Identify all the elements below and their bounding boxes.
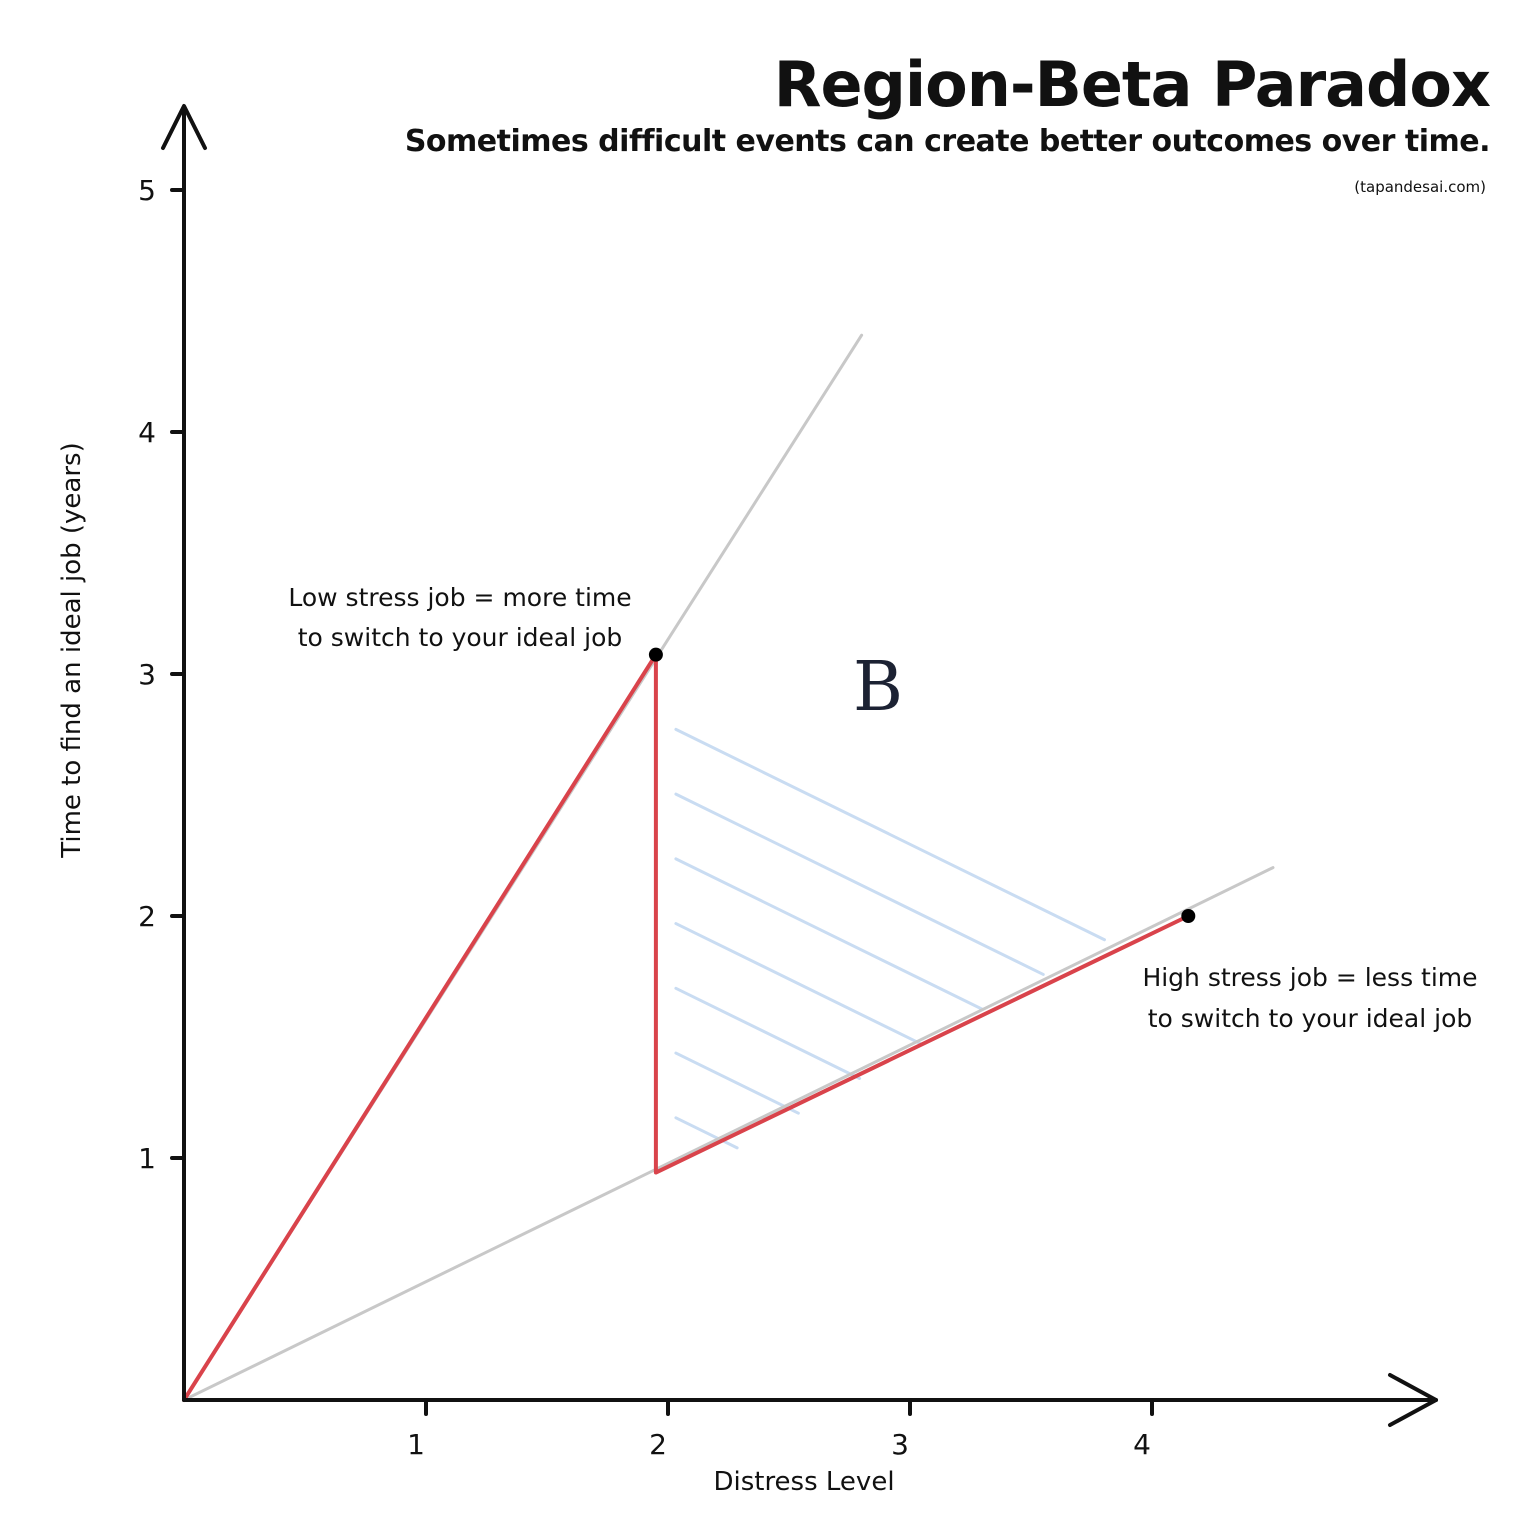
x-axis-arrow <box>1388 1373 1438 1427</box>
annotation-low-stress-line-2: to switch to your ideal job <box>298 623 623 652</box>
y-axis-label: Time to find an ideal job (years) <box>57 442 87 858</box>
hatch-line <box>674 1051 800 1115</box>
hatch-line <box>674 922 923 1046</box>
series-lines <box>182 333 1275 1402</box>
y-tick-label-4: 4 <box>138 416 156 449</box>
data-point-1 <box>648 647 663 662</box>
source-credit: (tapandesai.com) <box>1354 178 1486 196</box>
hatch-line <box>674 857 984 1011</box>
y-axis-arrow <box>161 104 207 150</box>
hatch-line <box>674 792 1045 976</box>
y-tick-label-1: 1 <box>138 1142 156 1175</box>
axis-ticks: 1 2 3 4 1 2 3 4 5 <box>138 174 1154 1461</box>
hatch-line <box>674 727 1106 942</box>
hatch-line <box>674 1116 739 1150</box>
chart-subtitle: Sometimes difficult events can create be… <box>404 124 1491 159</box>
data-points <box>648 647 1196 923</box>
x-tick-label-4: 4 <box>1133 1428 1151 1461</box>
data-point-2 <box>1181 909 1196 923</box>
x-tick-label-2: 2 <box>649 1428 667 1461</box>
region-label: B <box>853 648 903 727</box>
chart-title: Region-Beta Paradox <box>773 48 1491 121</box>
hatch-line <box>674 986 862 1080</box>
annotation-high-stress-line-1: High stress job = less time <box>1142 963 1477 992</box>
y-tick-label-2: 2 <box>138 900 156 933</box>
annotation-high-stress-line-2: to switch to your ideal job <box>1148 1004 1473 1033</box>
region-beta-hatching <box>674 727 1106 1150</box>
x-axis-label: Distress Level <box>713 1467 894 1497</box>
y-tick-label-3: 3 <box>138 658 156 691</box>
series-line-3 <box>182 652 1191 1402</box>
y-tick-label-5: 5 <box>138 174 156 207</box>
x-tick-label-1: 1 <box>407 1428 425 1461</box>
series-line-2 <box>182 866 1275 1402</box>
annotation-low-stress-line-1: Low stress job = more time <box>288 583 631 612</box>
x-tick-label-3: 3 <box>891 1428 909 1461</box>
